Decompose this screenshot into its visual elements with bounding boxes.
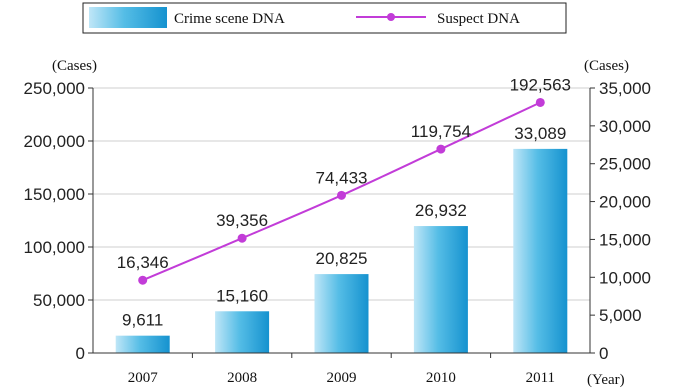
x-tick-label: 2008	[227, 370, 257, 386]
legend: Crime scene DNA Suspect DNA	[82, 2, 567, 34]
x-tick-label: 2011	[526, 370, 555, 386]
right-tick-label: 0	[599, 344, 608, 363]
bar-value-label-2009: 74,433	[316, 168, 368, 187]
bar-2008	[215, 311, 270, 353]
right-tick-label: 15,000	[599, 230, 651, 249]
right-axis-unit: (Cases)	[584, 58, 629, 74]
right-tick-label: 25,000	[599, 155, 651, 174]
bar-value-label-2007: 16,346	[117, 253, 169, 272]
x-tick-label: 2010	[426, 370, 456, 386]
left-tick-label: 50,000	[33, 291, 85, 310]
bar-2010	[413, 226, 468, 353]
line-value-label-2010: 26,932	[415, 201, 467, 220]
line-value-label-2011: 33,089	[514, 124, 566, 143]
axes	[88, 87, 595, 358]
line-value-label-2009: 20,825	[316, 249, 368, 268]
right-tick-label: 5,000	[599, 306, 642, 325]
point-2007	[138, 275, 148, 285]
left-tick-label: 100,000	[24, 238, 85, 257]
left-tick-label: 250,000	[24, 79, 85, 98]
line-series-suspect-dna	[138, 97, 545, 285]
x-tick-label: 2007	[128, 370, 159, 386]
point-2009	[337, 190, 346, 200]
bar-series-crime-scene-dna	[115, 148, 568, 353]
left-tick-label: 0	[76, 344, 85, 363]
point-2010	[436, 144, 446, 154]
bar-2009	[314, 274, 369, 353]
legend-label-crime-scene-dna: Crime scene DNA	[174, 11, 285, 27]
legend-label-suspect-dna: Suspect DNA	[437, 11, 520, 27]
legend-marker-suspect-dna	[387, 13, 395, 21]
line-value-label-2008: 15,160	[216, 286, 268, 305]
bar-2007	[115, 335, 170, 353]
data-labels: 16,346 39,356 74,433 119,754 192,563 9,611 15,…	[117, 75, 571, 329]
x-axis-unit: (Year)	[587, 372, 625, 388]
bar-2011	[513, 148, 568, 353]
left-axis-unit: (Cases)	[52, 58, 97, 74]
x-axis-ticks: 2007 2008 2009 2010 2011	[128, 370, 555, 386]
legend-swatch-crime-scene-dna	[89, 7, 167, 28]
line-value-label-2007: 9,611	[122, 311, 163, 330]
bar-value-label-2010: 119,754	[411, 122, 471, 141]
left-tick-label: 200,000	[24, 132, 85, 151]
right-tick-label: 35,000	[599, 79, 651, 98]
left-axis-ticks: 0 50,000 100,000 150,000 200,000 250,000	[24, 79, 85, 363]
right-tick-label: 30,000	[599, 117, 651, 136]
bar-value-label-2011: 192,563	[510, 75, 571, 94]
right-tick-label: 20,000	[599, 193, 651, 212]
point-2011	[535, 97, 545, 107]
point-2008	[237, 233, 247, 243]
bar-value-label-2008: 39,356	[216, 211, 268, 230]
right-axis-ticks: 0 5,000 10,000 15,000 20,000 25,000 30,000 35,0…	[599, 79, 651, 363]
right-tick-label: 10,000	[599, 268, 651, 287]
x-tick-label: 2009	[327, 370, 357, 386]
left-tick-label: 150,000	[24, 185, 85, 204]
